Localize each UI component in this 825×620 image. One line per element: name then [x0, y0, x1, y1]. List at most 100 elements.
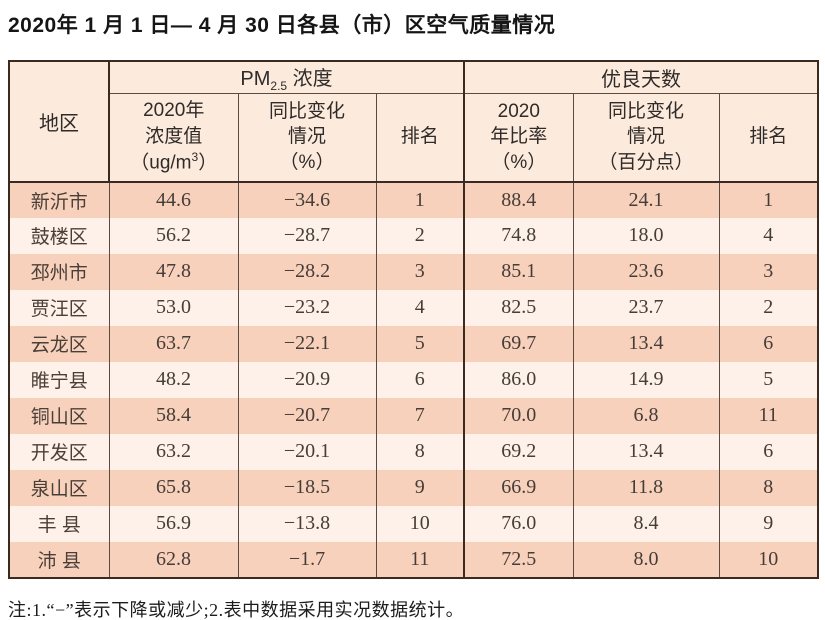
header-good-ratio: 2020 年比率 （%） [463, 93, 574, 183]
pm-change-line1: 同比变化 [268, 100, 345, 122]
pm-value-cell: 56.2 [108, 217, 238, 254]
pm-change-cell: −20.1 [237, 433, 376, 470]
pm-value-cell: 47.8 [108, 253, 238, 290]
pm-change-cell: −13.8 [237, 505, 376, 542]
good-rank-cell: 10 [718, 541, 819, 578]
good-rank-cell: 6 [718, 325, 819, 362]
unit-pre: （ug/m [130, 152, 192, 174]
pm-value-line2: 浓度值 [145, 125, 203, 147]
good-ratio-line3: （%） [491, 152, 547, 174]
good-ratio-cell: 88.4 [463, 181, 574, 218]
good-change-cell: 23.7 [572, 289, 720, 326]
air-quality-table: 地区 PM2.5 浓度 优良天数 2020年 浓度值 （ug/m3） 同比变化 … [8, 60, 820, 579]
region-cell: 睢宁县 [30, 371, 88, 392]
pm-value-cell: 63.2 [108, 433, 238, 470]
pm-value-cell: 44.6 [108, 181, 238, 218]
header-pm-rank: 排名 [375, 93, 465, 183]
pm-change-cell: −1.7 [237, 541, 376, 578]
good-change-cell: 8.4 [572, 505, 720, 542]
pm-change-cell: −23.2 [237, 289, 376, 326]
pm-value-cell: 53.0 [108, 289, 238, 326]
good-change-cell: 6.8 [572, 397, 720, 434]
pm-value-cell: 56.9 [108, 505, 238, 542]
table-row: 贾汪区 53.0 −23.2 4 82.5 23.7 2 [9, 289, 819, 326]
good-change-line1: 同比变化 [608, 100, 685, 122]
table-row: 鼓楼区 56.2 −28.7 2 74.8 18.0 4 [9, 217, 819, 254]
good-change-cell: 8.0 [572, 541, 720, 578]
table-row: 新沂市 44.6 −34.6 1 88.4 24.1 1 [9, 181, 819, 218]
table-row: 丰 县 56.9 −13.8 10 76.0 8.4 9 [9, 505, 819, 542]
region-cell: 开发区 [30, 443, 88, 464]
good-change-cell: 14.9 [572, 361, 720, 398]
good-rank-cell: 1 [718, 181, 819, 218]
pm-rank-cell: 11 [375, 541, 465, 578]
region-cell: 邳州市 [30, 263, 88, 284]
header-good-change: 同比变化 情况 （百分点） [572, 93, 720, 183]
header-sub-row: 2020年 浓度值 （ug/m3） 同比变化 情况 （%） 排名 2020 年比… [9, 93, 819, 183]
table-row: 睢宁县 48.2 −20.9 6 86.0 14.9 5 [9, 361, 819, 398]
pm-change-cell: −22.1 [237, 325, 376, 362]
good-change-line2: 情况 [627, 126, 666, 148]
good-rank-cell: 4 [718, 217, 819, 254]
pm-rank-cell: 10 [375, 505, 465, 542]
header-pm-change: 同比变化 情况 （%） [237, 93, 376, 183]
pm-value-cell: 48.2 [108, 361, 238, 398]
good-ratio-cell: 69.7 [463, 325, 574, 362]
region-cell: 沛 县 [37, 550, 81, 572]
pm-change-cell: −18.5 [237, 469, 376, 506]
good-ratio-cell: 76.0 [463, 505, 574, 542]
region-cell: 新沂市 [30, 191, 88, 213]
unit-post: ） [198, 152, 218, 174]
good-ratio-cell: 70.0 [463, 397, 574, 434]
pm-value-cell: 58.4 [108, 397, 238, 434]
pm-rank-cell: 5 [375, 325, 465, 362]
header-region: 地区 [9, 61, 109, 183]
pm-rank-cell: 2 [375, 217, 465, 254]
region-cell: 泉山区 [30, 479, 88, 500]
pm-rank-cell: 1 [375, 181, 465, 218]
pm-change-cell: −20.9 [237, 361, 376, 398]
pm25-subscript: 2.5 [270, 79, 288, 93]
good-ratio-cell: 69.2 [463, 433, 574, 470]
table-row: 铜山区 58.4 −20.7 7 70.0 6.8 11 [9, 397, 819, 434]
pm-change-cell: −28.7 [237, 217, 376, 254]
header-pm25-group: PM2.5 浓度 [107, 61, 465, 94]
pm25-suffix: 浓度 [287, 68, 333, 90]
good-rank-cell: 9 [718, 505, 819, 542]
region-cell: 丰 县 [37, 515, 81, 536]
good-ratio-cell: 85.1 [463, 253, 574, 290]
pm-value-line1: 2020年 [143, 100, 205, 122]
good-change-cell: 23.6 [572, 253, 720, 290]
region-cell: 铜山区 [30, 407, 88, 428]
pm-rank-cell: 3 [375, 253, 465, 290]
pm25-prefix: PM [240, 68, 271, 90]
pm-change-cell: −34.6 [237, 181, 376, 218]
table-row: 泉山区 65.8 −18.5 9 66.9 11.8 8 [9, 469, 819, 506]
good-ratio-cell: 74.8 [463, 217, 574, 254]
footnote: 注:1.“−”表示下降或减少;2.表中数据采用实况数据统计。 [8, 599, 465, 620]
good-change-cell: 18.0 [572, 217, 720, 254]
good-rank-cell: 11 [718, 397, 819, 434]
region-cell: 贾汪区 [30, 299, 88, 320]
pm-value-cell: 63.7 [108, 325, 238, 362]
pm-rank-cell: 4 [375, 289, 465, 326]
header-group-row: 地区 PM2.5 浓度 优良天数 [9, 61, 819, 183]
pm-rank-cell: 6 [375, 361, 465, 398]
good-change-cell: 13.4 [572, 325, 720, 362]
pm-change-cell: −20.7 [237, 397, 376, 434]
good-change-cell: 13.4 [572, 433, 720, 470]
pm-rank-cell: 8 [375, 433, 465, 470]
pm-value-unit: （ug/m3） [111, 149, 238, 176]
good-rank-cell: 5 [718, 361, 819, 398]
pm-value-cell: 62.8 [108, 541, 238, 578]
good-rank-cell: 6 [718, 433, 819, 470]
good-rank-cell: 8 [718, 469, 819, 506]
table-row: 开发区 63.2 −20.1 8 69.2 13.4 6 [9, 433, 819, 470]
header-pm-value: 2020年 浓度值 （ug/m3） [108, 93, 238, 183]
page-title: 2020年 1 月 1 日— 4 月 30 日各县（市）区空气质量情况 [8, 14, 556, 37]
good-rank-cell: 3 [718, 253, 819, 290]
good-rank-cell: 2 [718, 289, 819, 326]
good-change-cell: 24.1 [572, 181, 720, 218]
table-row: 云龙区 63.7 −22.1 5 69.7 13.4 6 [9, 325, 819, 362]
